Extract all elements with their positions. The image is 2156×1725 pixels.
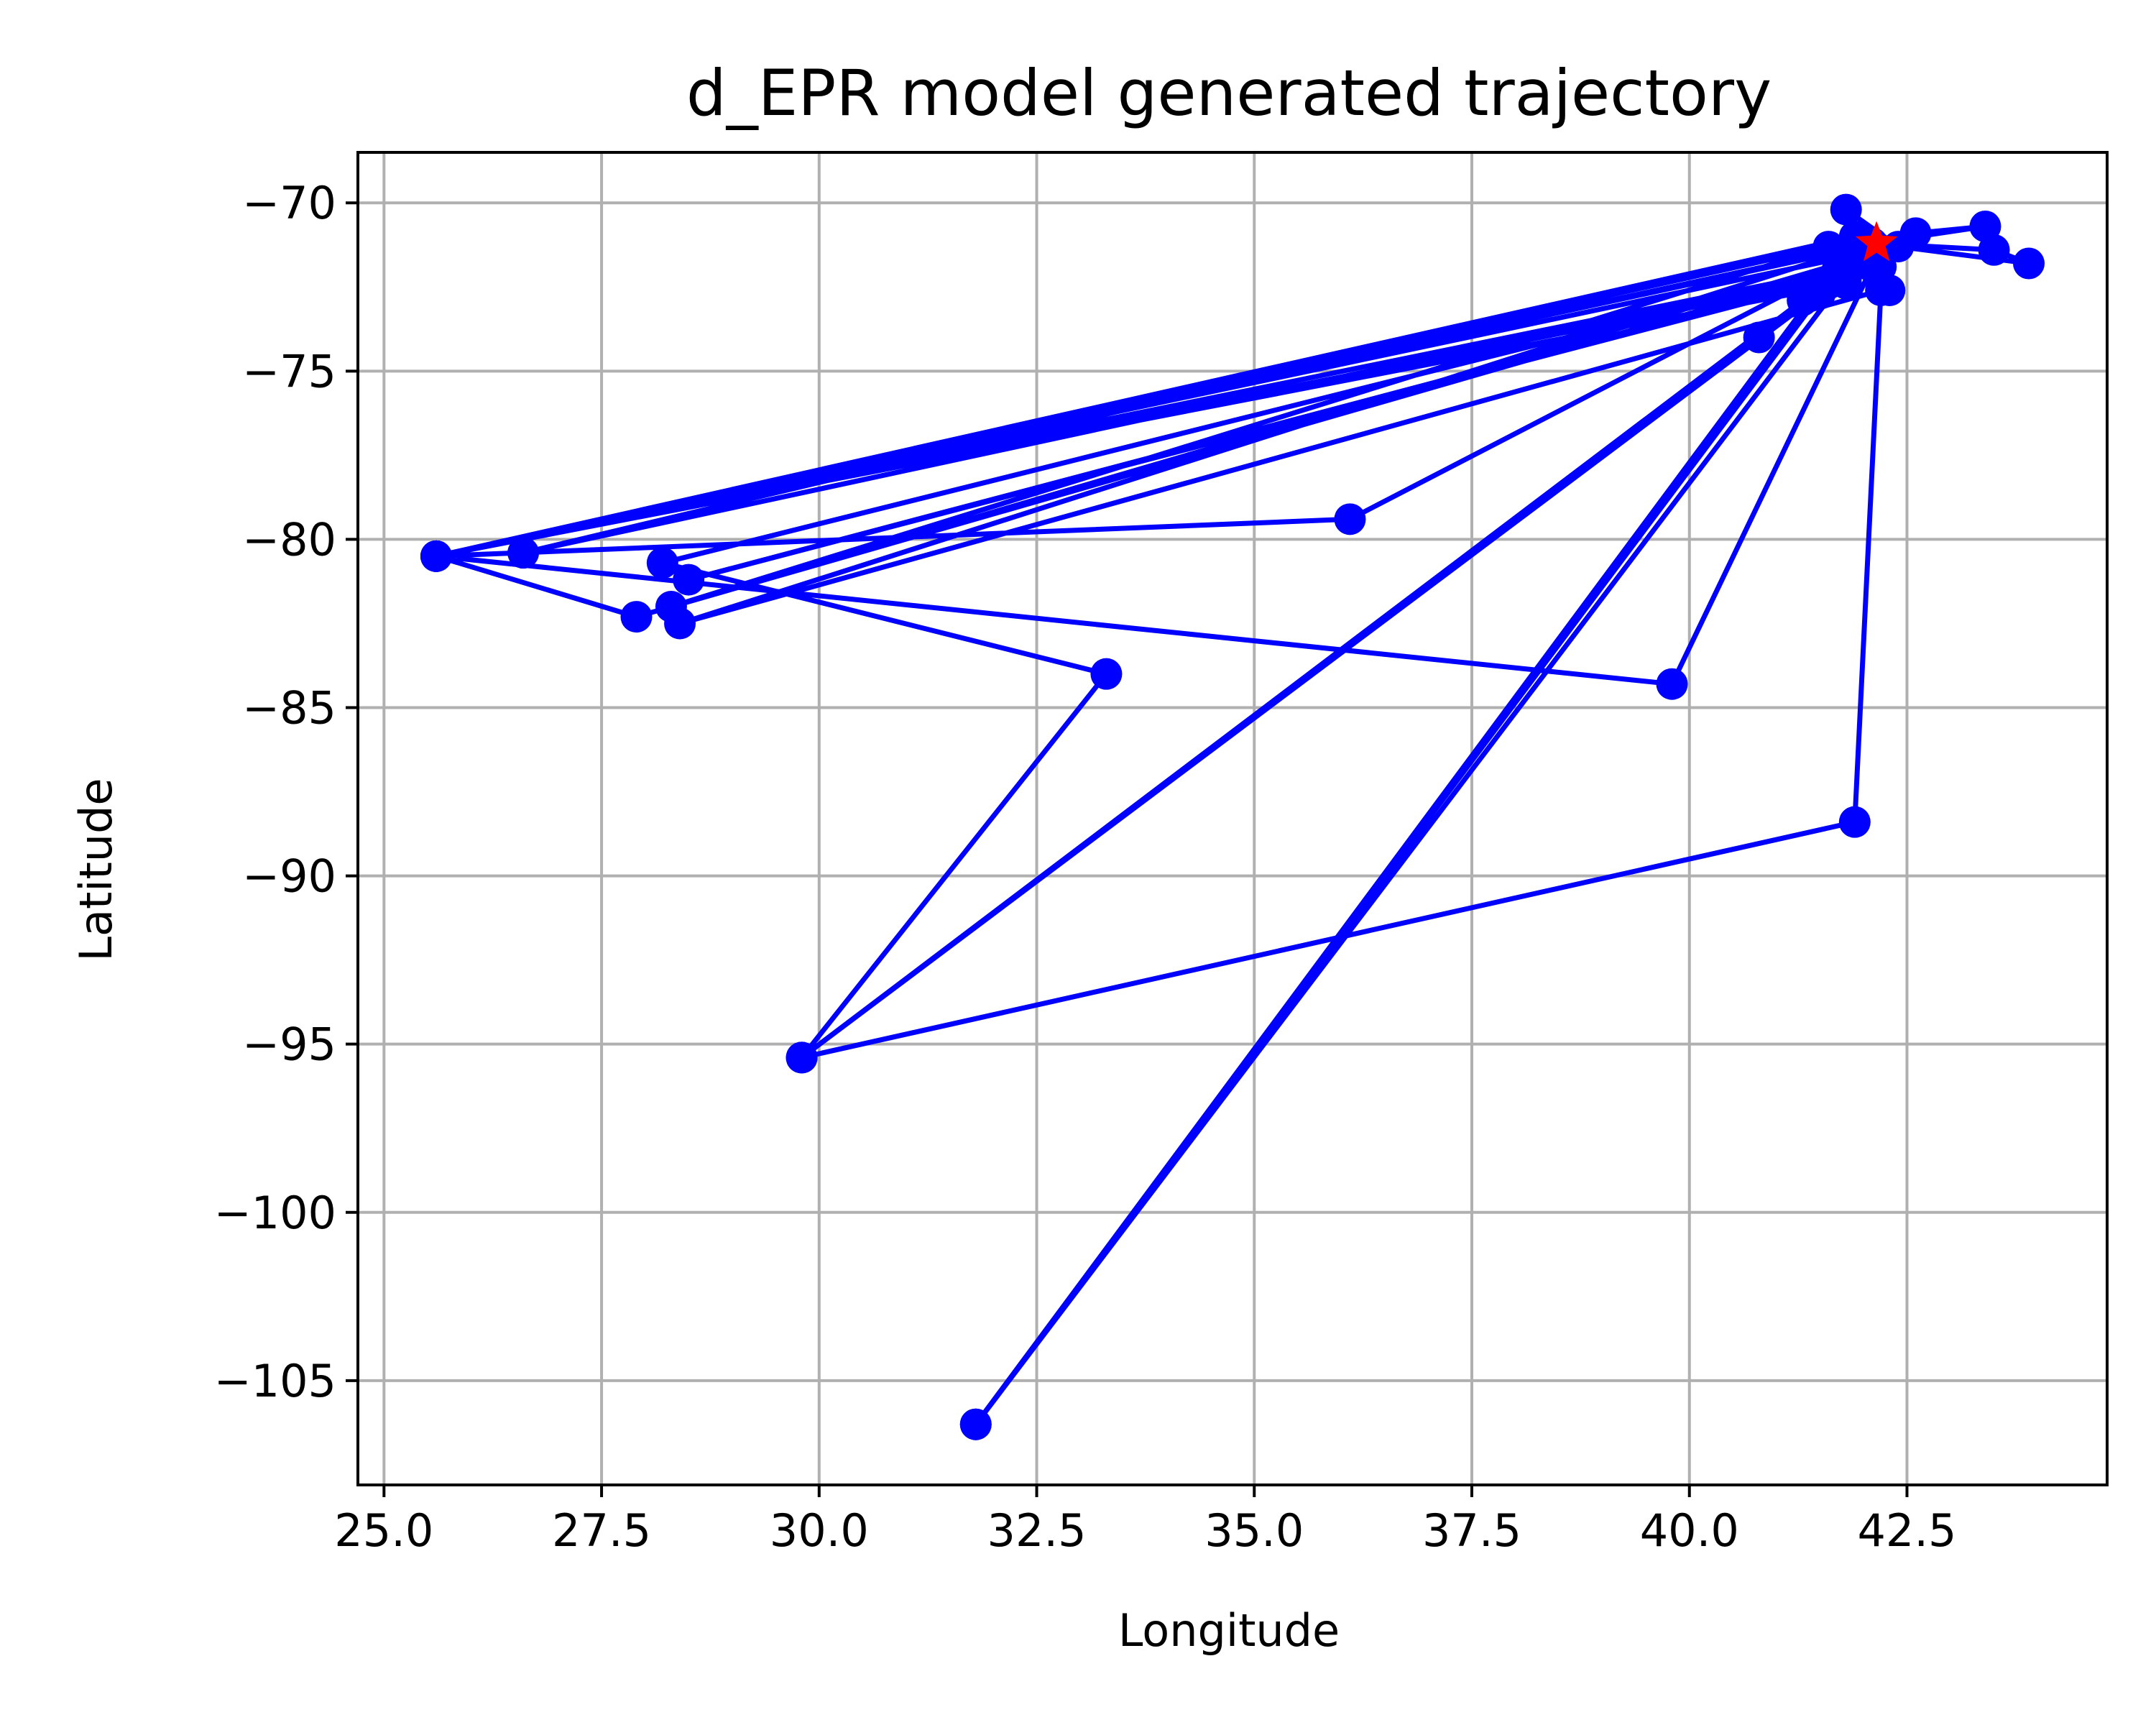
trajectory-point [620, 601, 653, 633]
y-tick-label: −80 [242, 513, 336, 566]
y-tick-label: −85 [242, 682, 336, 735]
trajectory-point [507, 537, 540, 569]
y-tick-label: −90 [242, 850, 336, 903]
trajectory-point [1830, 193, 1862, 226]
trajectory-point [1090, 658, 1123, 690]
x-tick-label: 25.0 [334, 1504, 433, 1557]
x-axis-label: Longitude [1118, 1604, 1340, 1657]
x-tick-label: 40.0 [1640, 1504, 1739, 1557]
trajectory-point [959, 1408, 992, 1440]
trajectory-point [1804, 277, 1836, 310]
trajectory-point [1656, 668, 1688, 700]
highlight-star [1855, 221, 1898, 262]
trajectory-point [1334, 503, 1366, 535]
trajectory-point [786, 1041, 818, 1074]
y-tick-label: −95 [242, 1018, 336, 1071]
trajectory-point [1743, 321, 1775, 354]
x-tick-label: 42.5 [1857, 1504, 1956, 1557]
trajectory-point [646, 547, 678, 579]
axis-ticks: 25.0 27.5 30.0 32.5 35.0 37.5 40.0 42.5 −70 −75 −8… [214, 177, 1957, 1557]
trajectory-markers [420, 193, 2045, 1440]
x-tick-label: 37.5 [1422, 1504, 1521, 1557]
x-tick-label: 27.5 [552, 1504, 651, 1557]
trajectory-point [655, 591, 687, 623]
trajectory-point [1812, 231, 1845, 263]
highlight-marker [1855, 221, 1898, 262]
trajectory-point [673, 564, 705, 596]
grid-lines [358, 152, 2107, 1485]
y-axis-label: Latitude [70, 778, 122, 961]
plot-frame [356, 151, 2109, 1486]
y-tick-label: −75 [242, 345, 336, 397]
y-tick-label: −100 [214, 1187, 336, 1239]
x-tick-label: 30.0 [770, 1504, 869, 1557]
y-tick-label: −70 [242, 177, 336, 229]
trajectory-point [1978, 234, 2010, 266]
chart-title: d_EPR model generated trajectory [686, 56, 1772, 130]
x-tick-label: 35.0 [1204, 1504, 1304, 1557]
trajectory-point [2013, 247, 2045, 280]
trajectory-point [420, 540, 452, 572]
y-tick-label: −105 [214, 1355, 336, 1407]
x-tick-label: 32.5 [987, 1504, 1087, 1557]
trajectory-point [1838, 806, 1871, 838]
